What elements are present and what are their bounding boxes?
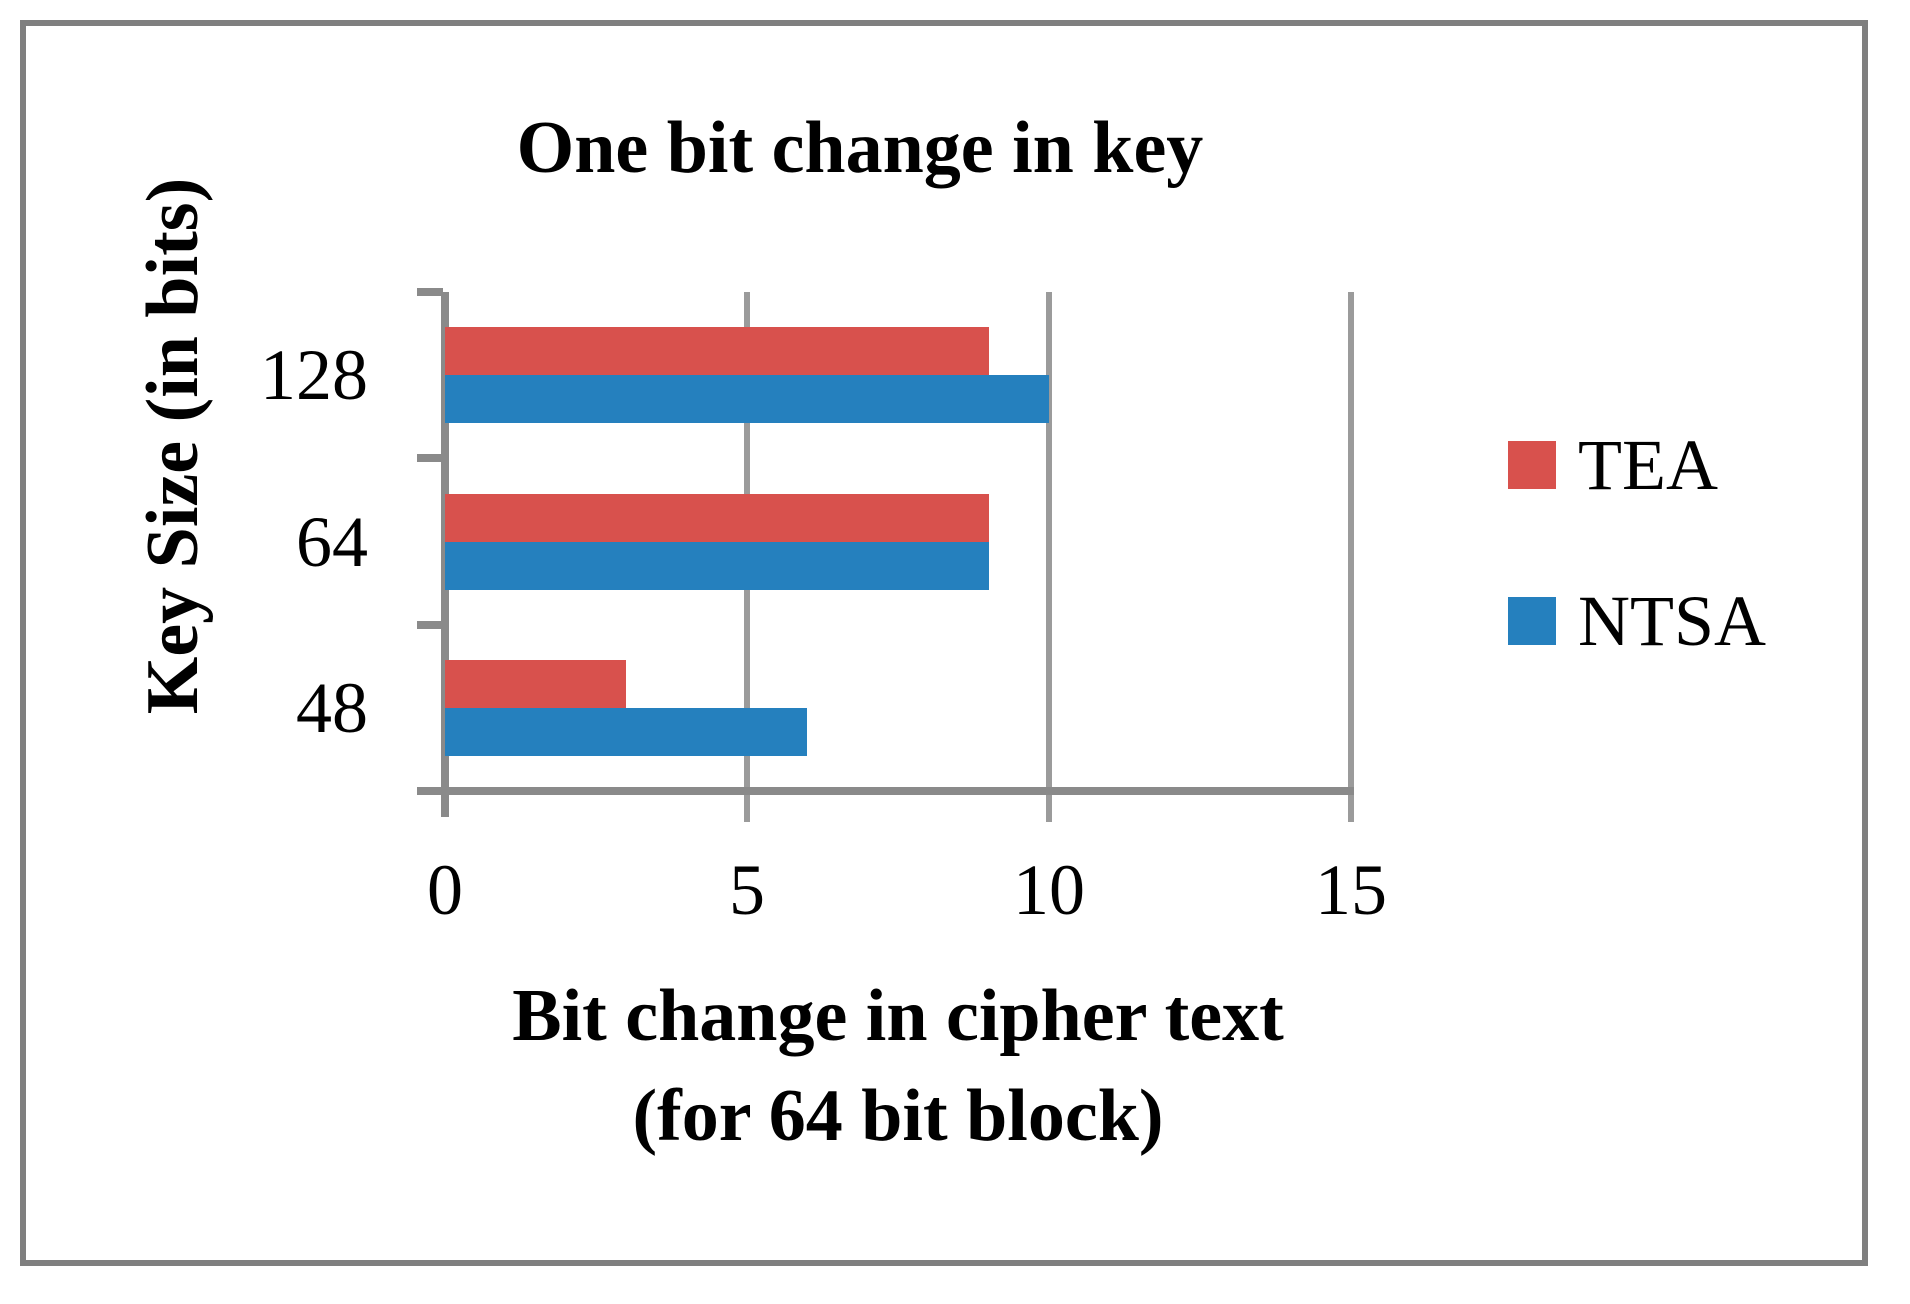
- bar-tea-48: [445, 659, 627, 708]
- x-tick-label-0: 0: [427, 850, 463, 930]
- category-label-64: 64: [296, 501, 368, 582]
- x-axis-title: Bit change in cipher text (for 64 bit bl…: [398, 966, 1398, 1166]
- x-tick-label-10: 10: [1013, 850, 1085, 930]
- x-axis-title-line-1: Bit change in cipher text: [512, 975, 1284, 1057]
- bar-tea-128: [445, 327, 989, 376]
- y-tick: [417, 454, 443, 463]
- x-tick-label-15: 15: [1315, 850, 1387, 930]
- x-axis-line: [417, 787, 1354, 795]
- bar-ntsa-48: [445, 707, 808, 756]
- y-tick: [417, 288, 443, 296]
- bar-ntsa-64: [445, 541, 989, 590]
- chart-title: One bit change in key: [516, 107, 1204, 189]
- plot-area: [417, 288, 1354, 822]
- legend-swatch-tea: [1508, 441, 1556, 489]
- legend-swatch-ntsa: [1508, 597, 1556, 645]
- legend-item-tea: TEA: [1508, 425, 1718, 505]
- y-tick: [417, 620, 443, 629]
- bar-ntsa-128: [445, 375, 1049, 424]
- legend-label-tea: TEA: [1578, 425, 1718, 505]
- gridline-x-10: [1046, 292, 1052, 822]
- legend-item-ntsa: NTSA: [1508, 581, 1767, 661]
- legend-label-ntsa: NTSA: [1578, 581, 1767, 661]
- bar-tea-64: [445, 493, 989, 542]
- gridline-x-15: [1348, 292, 1354, 822]
- category-label-48: 48: [296, 667, 368, 748]
- figure-border: [20, 20, 1868, 1266]
- x-axis-title-line-2: (for 64 bit block): [632, 1075, 1164, 1157]
- category-label-128: 128: [260, 335, 368, 416]
- x-tick-label-5: 5: [729, 850, 765, 930]
